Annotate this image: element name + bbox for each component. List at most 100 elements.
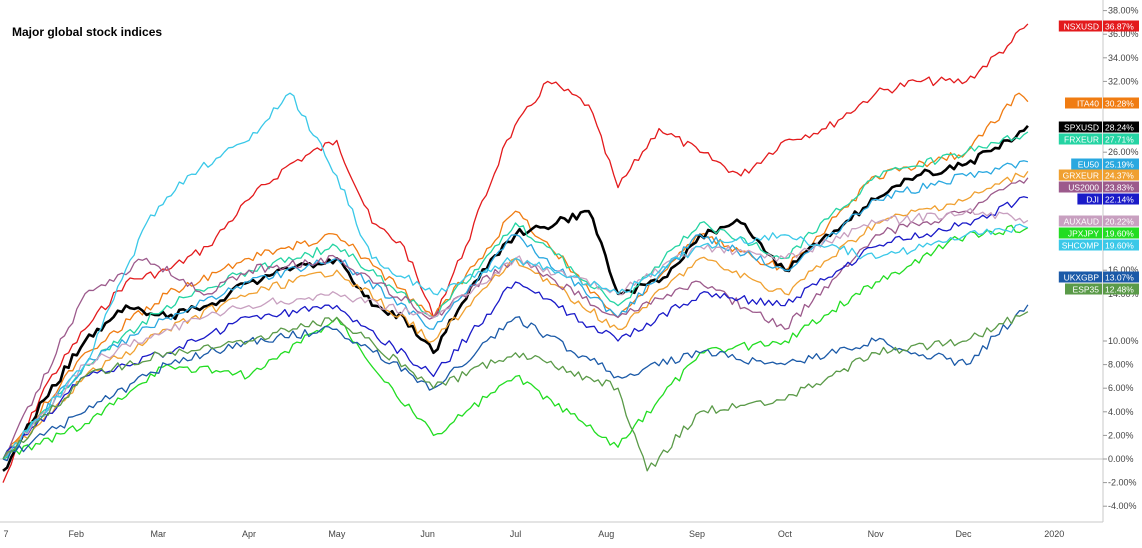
end-label-name: UKXGBP: [1064, 273, 1100, 283]
end-label-auxaud: AUXAUD 20.22%: [1058, 215, 1139, 227]
series-line-esp35: [2, 311, 1029, 472]
series-line-eu50: [2, 160, 1029, 460]
end-label-name-box: [1058, 227, 1102, 239]
y-tick-label: 6.00%: [1108, 383, 1134, 393]
x-tick-label: 7: [3, 529, 8, 539]
end-label-value: 28.24%: [1105, 123, 1134, 133]
end-label-value-box: [1103, 20, 1139, 32]
x-tick-label: Jul: [510, 529, 522, 539]
y-tick-label: 2.00%: [1108, 430, 1134, 440]
end-label-name-box: [1077, 193, 1102, 205]
y-tick-label: 0.00%: [1108, 454, 1134, 464]
end-label-name: GRXEUR: [1063, 171, 1099, 181]
end-label-name-box: [1058, 215, 1102, 227]
end-label-value: 30.28%: [1105, 99, 1134, 109]
end-label-value: 23.83%: [1105, 183, 1134, 193]
end-label-value-box: [1103, 181, 1139, 193]
y-tick-label: 10.00%: [1108, 336, 1139, 346]
series-line-us2000: [2, 177, 1029, 460]
end-label-name-box: [1071, 158, 1102, 170]
y-tick-label: -2.00%: [1108, 478, 1137, 488]
series-line-auxaud: [2, 207, 1029, 460]
end-label-name-box: [1058, 239, 1102, 251]
x-tick-label: Nov: [868, 529, 885, 539]
end-label-eu50: EU50 25.19%: [1071, 158, 1139, 170]
end-label-name: NSXUSD: [1064, 22, 1099, 32]
end-label-name-box: [1058, 181, 1102, 193]
end-label-grxeur: GRXEUR 24.37%: [1058, 169, 1139, 181]
y-tick-label: 36.00%: [1108, 29, 1139, 39]
x-tick-label: May: [328, 529, 346, 539]
end-label-value: 19.60%: [1105, 229, 1134, 239]
end-label-value: 27.71%: [1105, 135, 1134, 145]
end-label-value: 19.60%: [1105, 241, 1134, 251]
end-label-value: 13.07%: [1105, 273, 1134, 283]
end-label-name: EU50: [1078, 160, 1100, 170]
end-label-value-box: [1103, 283, 1139, 295]
x-tick-label: Aug: [598, 529, 614, 539]
series-line-ita40: [2, 92, 1029, 460]
end-label-shcomp: SHCOMP 19.60%: [1058, 239, 1139, 251]
x-tick-label: Dec: [955, 529, 972, 539]
end-label-value-box: [1103, 158, 1139, 170]
end-label-name: FRXEUR: [1064, 135, 1099, 145]
end-label-dji: DJI 22.14%: [1077, 193, 1139, 205]
x-tick-label: Mar: [150, 529, 166, 539]
end-label-name: US2000: [1068, 183, 1099, 193]
series-line-frxeur: [2, 131, 1029, 460]
y-tick-label: 26.00%: [1108, 147, 1139, 157]
end-label-name: SPXUSD: [1064, 123, 1099, 133]
end-label-value: 24.37%: [1105, 171, 1134, 181]
series-line-jpxjpy: [2, 224, 1029, 460]
end-label-value: 25.19%: [1105, 160, 1134, 170]
end-label-name: ESP35: [1073, 285, 1100, 295]
y-tick-label: 16.00%: [1108, 265, 1139, 275]
end-label-nsxusd: NSXUSD 36.87%: [1058, 20, 1139, 32]
y-tick-label: 8.00%: [1108, 360, 1134, 370]
end-label-ita40: ITA40 30.28%: [1065, 97, 1139, 109]
end-label-frxeur: FRXEUR 27.71%: [1058, 133, 1139, 145]
series-line-grxeur: [2, 171, 1029, 460]
end-label-value-box: [1103, 193, 1139, 205]
end-label-esp35: ESP35 12.48%: [1065, 283, 1139, 295]
series-line-spxusd: [2, 124, 1029, 472]
end-label-name: JPXJPY: [1068, 229, 1100, 239]
y-tick-label: 32.00%: [1108, 76, 1139, 86]
y-tick-label: -4.00%: [1108, 501, 1137, 511]
y-tick-label: 38.00%: [1108, 6, 1139, 16]
series-line-ukxgbp: [2, 304, 1029, 462]
end-label-value: 36.87%: [1105, 22, 1134, 32]
x-tick-label: Apr: [242, 529, 256, 539]
x-tick-label: Sep: [689, 529, 705, 539]
end-label-value-box: [1103, 215, 1139, 227]
end-label-name: AUXAUD: [1064, 217, 1099, 227]
series-line-nsxusd: [2, 23, 1029, 483]
end-label-value: 20.22%: [1105, 217, 1134, 227]
end-label-name-box: [1058, 271, 1102, 283]
series-line-shcomp: [2, 92, 1029, 460]
end-label-value-box: [1103, 169, 1139, 181]
end-label-us2000: US2000 23.83%: [1058, 181, 1139, 193]
end-label-name-box: [1058, 20, 1102, 32]
end-label-value-box: [1103, 271, 1139, 283]
end-label-name-box: [1065, 283, 1102, 295]
x-tick-label: Jun: [420, 529, 435, 539]
chart-title: Major global stock indices: [12, 25, 163, 39]
end-label-spxusd: SPXUSD 28.24%: [1058, 121, 1139, 133]
end-label-name-box: [1065, 97, 1102, 109]
x-tick-label: 2020: [1044, 529, 1064, 539]
x-tick-label: Oct: [778, 529, 793, 539]
y-tick-label: 34.00%: [1108, 53, 1139, 63]
end-label-value-box: [1103, 133, 1139, 145]
end-label-value: 22.14%: [1105, 195, 1134, 205]
end-label-ukxgbp: UKXGBP 13.07%: [1058, 271, 1139, 283]
x-tick-label: Feb: [68, 529, 84, 539]
end-label-name-box: [1058, 133, 1102, 145]
end-label-name: DJI: [1086, 195, 1099, 205]
end-label-value-box: [1103, 239, 1139, 251]
end-label-value-box: [1103, 121, 1139, 133]
end-label-name-box: [1058, 169, 1102, 181]
end-label-name-box: [1058, 121, 1102, 133]
